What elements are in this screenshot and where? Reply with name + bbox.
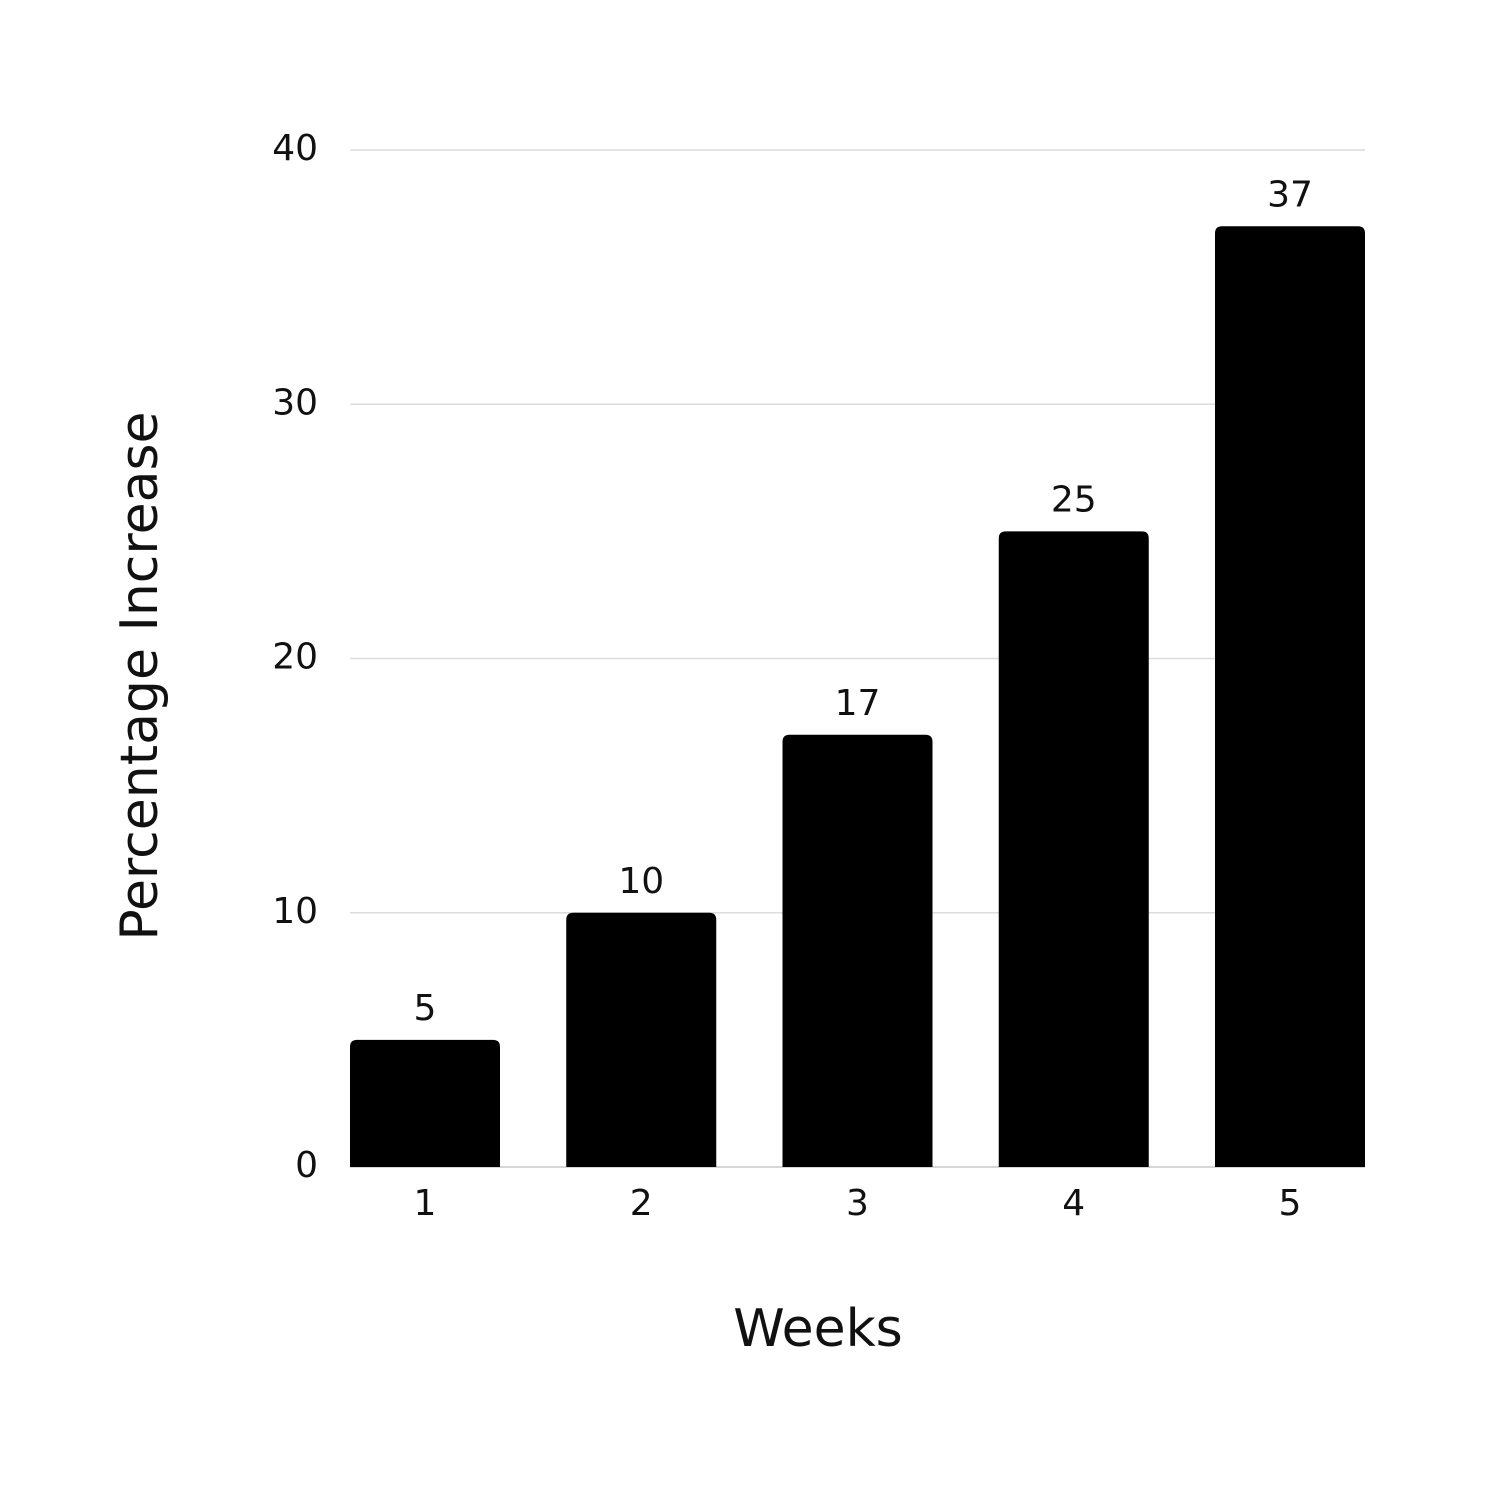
value-label: 5 [414, 988, 437, 1029]
x-tick-label: 5 [1279, 1183, 1302, 1224]
value-label: 25 [1051, 479, 1097, 520]
value-label: 37 [1267, 174, 1313, 215]
y-tick-label: 0 [295, 1145, 318, 1186]
x-tick-label: 2 [630, 1183, 653, 1224]
y-tick-label: 30 [272, 382, 318, 423]
x-tick-label: 4 [1062, 1183, 1085, 1224]
bar [350, 1039, 500, 1167]
value-label: 17 [835, 683, 881, 724]
y-tick-label: 20 [272, 637, 318, 678]
y-axis-title: Percentage Increase [110, 411, 170, 940]
bar [998, 531, 1149, 1167]
y-tick-label: 40 [272, 128, 318, 169]
bar [566, 912, 717, 1167]
x-axis-title: Weeks [733, 1299, 903, 1359]
bar [782, 734, 933, 1167]
bar [1215, 226, 1365, 1167]
x-tick-label: 1 [414, 1183, 437, 1224]
value-label: 10 [618, 861, 664, 902]
y-tick-label: 10 [272, 891, 318, 932]
x-tick-label: 3 [846, 1183, 869, 1224]
